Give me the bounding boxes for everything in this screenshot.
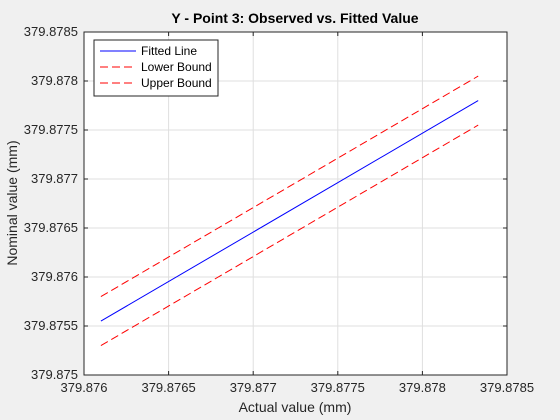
y-axis-label: Nominal value (mm)	[4, 140, 20, 265]
axes-box	[83, 31, 508, 376]
legend-label: Upper Bound	[141, 76, 212, 90]
series-group	[100, 75, 479, 347]
ticks: 379.876 379.8765 379.877 379.8775 379.878 379…	[24, 24, 534, 395]
x-tick-label: 379.876	[61, 380, 108, 395]
legend-label: Lower Bound	[141, 60, 212, 74]
legend-label: Fitted Line	[141, 44, 197, 58]
y-tick-label: 379.8765	[24, 220, 78, 235]
x-tick-label: 379.8785	[480, 380, 534, 395]
series-line-lower-bound	[100, 124, 479, 347]
chart-title: Y - Point 3: Observed vs. Fitted Value	[171, 10, 418, 26]
series-line-fitted-line	[100, 100, 479, 322]
legend: Fitted Line Lower Bound Upper Bound	[93, 39, 219, 97]
y-tick-label: 379.877	[31, 171, 78, 186]
x-axis-label: Actual value (mm)	[239, 399, 352, 415]
x-tick-label: 379.878	[399, 380, 446, 395]
x-tick-label: 379.8775	[311, 380, 365, 395]
y-tick-label: 379.8775	[24, 122, 78, 137]
y-tick-label: 379.878	[31, 73, 78, 88]
y-tick-label: 379.8755	[24, 318, 78, 333]
x-tick-label: 379.8765	[141, 380, 195, 395]
y-tick-label: 379.876	[31, 269, 78, 284]
series-line-upper-bound	[100, 75, 479, 298]
y-tick-label: 379.875	[31, 367, 78, 382]
x-tick-label: 379.877	[230, 380, 277, 395]
legend-box	[93, 39, 219, 97]
y-tick-label: 379.8785	[24, 24, 78, 39]
